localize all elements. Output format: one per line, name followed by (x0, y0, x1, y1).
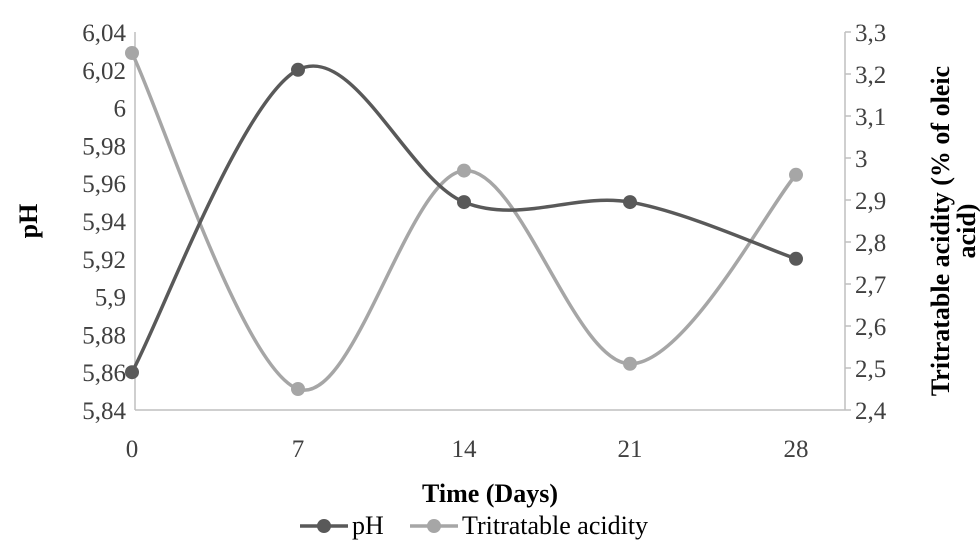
right-y-tick-label: 2,9 (855, 188, 886, 215)
right-y-tick-labels: 2,4 2,5 2,6 2,7 2,8 2,9 3 3,1 3,2 3,3 (845, 20, 887, 425)
right-y-tick-label: 3,3 (855, 20, 886, 47)
legend-swatch-marker (317, 519, 331, 533)
x-tick-labels: 0 7 14 21 28 (126, 436, 809, 463)
y-axis-title-left: pH (14, 204, 43, 239)
left-y-tick-label: 5,94 (82, 209, 126, 236)
x-tick-label: 7 (292, 436, 305, 463)
left-y-tick-label: 5,84 (82, 398, 126, 425)
left-y-tick-label: 6,02 (82, 58, 126, 85)
series-acidity (125, 46, 803, 396)
left-y-tick-label: 5,9 (95, 285, 126, 312)
axes (134, 32, 846, 411)
series-ph-point (457, 195, 471, 210)
legend-swatch-marker (427, 519, 441, 533)
y-axis-title-right: Tritratable acidity (% of oleicacid) (926, 66, 980, 396)
series-acidity-point (291, 382, 305, 396)
right-y-tick-label: 2,6 (855, 314, 886, 341)
series-acidity-point (623, 356, 637, 371)
legend: pH Tritratable acidity (300, 511, 648, 540)
y-axis-title-right-line: acid) (952, 204, 980, 259)
legend-label: pH (352, 511, 384, 540)
x-tick-label: 0 (126, 436, 139, 463)
series-acidity-line (130, 52, 798, 392)
x-tick-label: 28 (784, 436, 809, 463)
right-y-tick-label: 2,5 (855, 356, 886, 383)
left-y-tick-label: 5,96 (82, 171, 126, 198)
right-y-tick-label: 2,7 (855, 272, 886, 299)
right-y-tick-label: 3,1 (855, 104, 886, 131)
right-y-tick-label: 2,4 (855, 398, 887, 425)
x-axis-title: Time (Days) (422, 479, 558, 508)
series-ph-point (291, 62, 305, 77)
left-y-tick-labels: 5,84 5,86 5,88 5,9 5,92 5,94 5,96 5,98 6 6,02 6,04 (82, 20, 126, 425)
left-y-tick-label: 5,98 (82, 133, 126, 160)
left-y-tick-label: 5,88 (82, 322, 126, 349)
left-y-tick-label: 6 (114, 96, 127, 123)
legend-item-ph: pH (300, 511, 384, 540)
series-ph-point (789, 251, 803, 266)
series-ph (125, 62, 803, 380)
series-ph-line (130, 64, 797, 374)
legend-item-acidity: Tritratable acidity (410, 511, 648, 540)
series-ph-point (623, 195, 637, 210)
y-axis-title-right-line: Tritratable acidity (% of oleic (926, 66, 955, 396)
left-y-tick-label: 6,04 (82, 20, 126, 47)
series-acidity-point (457, 163, 471, 178)
right-y-tick-label: 3,2 (855, 62, 886, 89)
left-y-tick-label: 5,86 (82, 360, 126, 387)
x-tick-label: 14 (452, 436, 478, 463)
series-layer (125, 46, 803, 396)
series-acidity-point (789, 167, 803, 182)
right-y-tick-label: 2,8 (855, 230, 886, 257)
legend-label: Tritratable acidity (462, 511, 648, 540)
series-ph-point (125, 365, 139, 380)
x-tick-label: 21 (618, 436, 643, 463)
series-acidity-point (125, 46, 139, 60)
left-y-tick-label: 5,92 (82, 247, 126, 274)
right-y-tick-label: 3 (855, 146, 868, 173)
